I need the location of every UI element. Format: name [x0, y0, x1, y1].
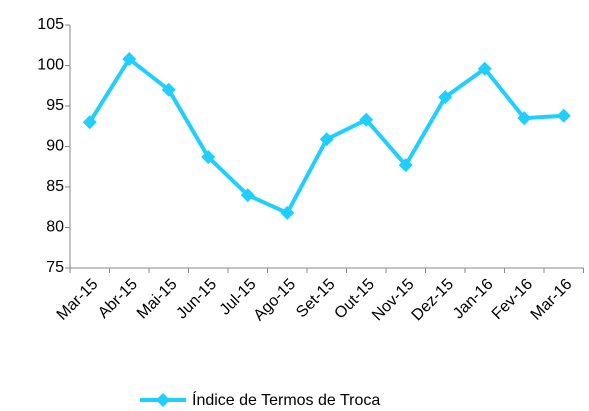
- x-tick-label: Mai-15: [134, 276, 181, 323]
- marker: [280, 205, 295, 220]
- y-tick-label: 85: [46, 178, 64, 195]
- x-tick-label: Jun-15: [173, 276, 220, 323]
- marker: [438, 90, 453, 105]
- x-tick-label: Mar-15: [54, 276, 102, 324]
- y-tick-label: 90: [46, 138, 64, 155]
- marker: [161, 82, 176, 97]
- marker: [82, 115, 97, 130]
- legend-marker: [156, 393, 170, 407]
- y-tick-label: 95: [46, 97, 64, 114]
- y-tick-label: 105: [37, 16, 64, 33]
- marker: [319, 132, 334, 147]
- marker: [201, 150, 216, 165]
- x-tick-label: Jan-16: [450, 276, 497, 323]
- marker: [398, 158, 413, 173]
- x-tick-label: Abr-15: [95, 276, 141, 322]
- legend-label: Índice de Termos de Troca: [192, 390, 380, 409]
- x-tick-label: Mar-16: [528, 276, 576, 324]
- marker: [556, 108, 571, 123]
- y-tick-label: 100: [37, 57, 64, 74]
- x-tick-label: Ago-15: [251, 276, 300, 325]
- x-tick-label: Fev-16: [489, 276, 536, 323]
- marker: [477, 61, 492, 76]
- marker: [359, 112, 374, 127]
- x-tick-label: Dez-15: [409, 276, 458, 325]
- marker: [122, 52, 137, 67]
- y-tick-label: 80: [46, 219, 64, 236]
- x-tick-label: Nov-15: [369, 276, 418, 325]
- marker: [517, 111, 532, 126]
- y-tick-label: 75: [46, 259, 64, 276]
- marker: [240, 188, 255, 203]
- x-tick-label: Set-15: [293, 276, 338, 321]
